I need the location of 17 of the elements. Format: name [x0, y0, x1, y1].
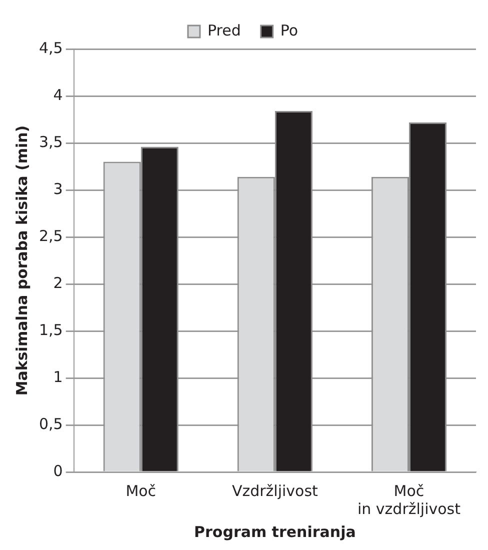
y-tick-label: 3: [53, 180, 63, 198]
y-tick-label: 0: [53, 462, 63, 480]
x-tick-label: Vzdržljivost: [232, 482, 318, 500]
x-tick-label: Moč: [126, 482, 156, 500]
y-tick-label: 3,5: [38, 132, 63, 151]
x-axis-title: Program treniranja: [194, 522, 356, 541]
legend-label: Po: [280, 21, 298, 40]
y-tick-label: 4,5: [38, 38, 63, 57]
x-tick-label: Moč in vzdržljivost: [357, 482, 461, 518]
y-tick-label: 4: [53, 86, 63, 104]
y-axis-title: Maksimalna poraba kisika (min): [12, 125, 31, 396]
y-tick-label: 2,5: [38, 226, 63, 245]
y-tick-label: 1,5: [38, 320, 63, 339]
y-tick-label: 2: [53, 274, 63, 292]
legend-label: Pred: [207, 21, 241, 40]
y-tick-label: 1: [53, 368, 63, 386]
y-tick-label: 0,5: [38, 414, 63, 433]
